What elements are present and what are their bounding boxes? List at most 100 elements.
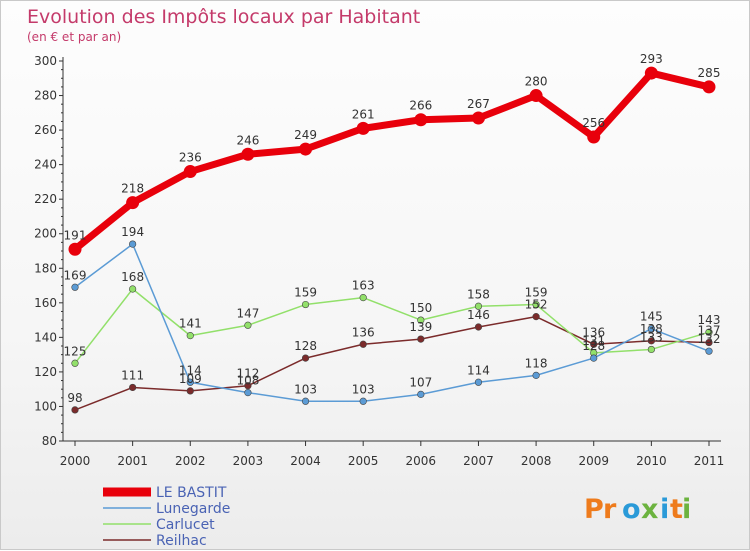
data-label: 114 xyxy=(467,363,490,377)
data-point xyxy=(644,66,658,80)
data-label: 136 xyxy=(352,325,375,339)
y-tick-label: 300 xyxy=(34,54,57,68)
data-point xyxy=(532,300,540,309)
data-point xyxy=(532,371,540,379)
data-point xyxy=(301,354,310,362)
x-tick-label: 2008 xyxy=(521,454,552,468)
x-tick-label: 2002 xyxy=(175,454,206,468)
data-label: 152 xyxy=(525,298,548,312)
data-point xyxy=(705,347,713,355)
data-point xyxy=(68,242,82,256)
legend-label: Lunegarde xyxy=(156,501,230,517)
data-point xyxy=(244,389,252,397)
data-point xyxy=(647,325,655,333)
data-label: 109 xyxy=(179,372,202,386)
data-point xyxy=(590,340,598,348)
x-tick-label: 2007 xyxy=(463,454,494,468)
data-point xyxy=(244,321,252,329)
data-label: 168 xyxy=(121,270,144,284)
data-point xyxy=(705,328,713,336)
data-point xyxy=(471,111,485,125)
logo-letter: i xyxy=(682,494,691,525)
data-point xyxy=(126,196,140,210)
data-label: 125 xyxy=(64,344,87,358)
data-point xyxy=(474,323,483,331)
data-label: 191 xyxy=(64,228,87,242)
data-label: 150 xyxy=(409,301,432,315)
legend-label: Carlucet xyxy=(156,517,215,533)
data-label: 158 xyxy=(467,287,490,301)
logo-letter: x xyxy=(641,494,658,525)
x-tick-label: 2003 xyxy=(233,454,264,468)
data-label: 112 xyxy=(236,367,259,381)
data-label: 147 xyxy=(236,306,259,320)
data-point xyxy=(702,80,716,94)
data-label: 137 xyxy=(698,324,721,338)
data-label: 163 xyxy=(352,279,375,293)
data-point xyxy=(71,359,79,367)
data-label: 133 xyxy=(640,330,663,344)
x-tick-label: 2009 xyxy=(578,454,609,468)
series-group xyxy=(68,66,716,414)
y-tick-label: 280 xyxy=(34,89,57,103)
x-tick-label: 2006 xyxy=(406,454,437,468)
data-label: 132 xyxy=(698,332,721,346)
data-label: 111 xyxy=(121,368,144,382)
data-label: 169 xyxy=(64,268,87,282)
data-point xyxy=(417,316,425,324)
data-label: 108 xyxy=(236,374,259,388)
data-label: 218 xyxy=(121,182,144,196)
data-point xyxy=(647,337,655,345)
data-label: 136 xyxy=(582,325,605,339)
data-point xyxy=(129,285,137,293)
x-tick-label: 2000 xyxy=(60,454,91,468)
logo-letter: r xyxy=(603,494,617,525)
data-point xyxy=(359,340,367,348)
data-label: 103 xyxy=(352,382,375,396)
data-label: 138 xyxy=(640,322,663,336)
y-tick-label: 260 xyxy=(34,123,57,137)
data-point xyxy=(587,130,601,144)
legend-label: Reilhac xyxy=(156,533,207,549)
data-label: 249 xyxy=(294,128,317,142)
data-point xyxy=(244,382,252,390)
data-point xyxy=(299,142,313,156)
data-point xyxy=(529,89,543,103)
data-point xyxy=(301,397,310,405)
data-point xyxy=(532,313,540,321)
logo-letter: t xyxy=(670,494,683,525)
data-point xyxy=(359,397,367,405)
data-label: 266 xyxy=(409,99,432,113)
data-label: 107 xyxy=(409,375,432,389)
data-label: 143 xyxy=(698,313,721,327)
data-label: 131 xyxy=(582,334,605,348)
data-point xyxy=(186,378,194,386)
data-point xyxy=(129,240,137,248)
data-label: 98 xyxy=(67,391,82,405)
x-tick-label: 2004 xyxy=(290,454,321,468)
data-label: 146 xyxy=(467,308,490,322)
y-tick-label: 80 xyxy=(42,434,57,448)
data-label: 280 xyxy=(525,75,548,89)
chart-subtitle: (en € et par an) xyxy=(27,30,121,44)
data-label: 128 xyxy=(582,339,605,353)
logo-letter: i xyxy=(660,494,669,525)
data-point xyxy=(359,294,367,302)
series-line-carlucet xyxy=(74,288,710,365)
data-point xyxy=(71,283,79,291)
data-label: 236 xyxy=(179,151,202,165)
data-point xyxy=(186,332,194,340)
data-point xyxy=(71,406,79,414)
data-label: 285 xyxy=(698,66,721,80)
data-label: 159 xyxy=(525,286,548,300)
data-point xyxy=(186,387,194,395)
series-line-lunegarde xyxy=(74,243,710,403)
y-tick-label: 220 xyxy=(34,192,57,206)
series-line-reilhac xyxy=(74,315,710,411)
logo-letter: o xyxy=(622,494,641,525)
data-label: 118 xyxy=(525,356,548,370)
data-point xyxy=(183,165,197,179)
y-tick-label: 180 xyxy=(34,261,57,275)
